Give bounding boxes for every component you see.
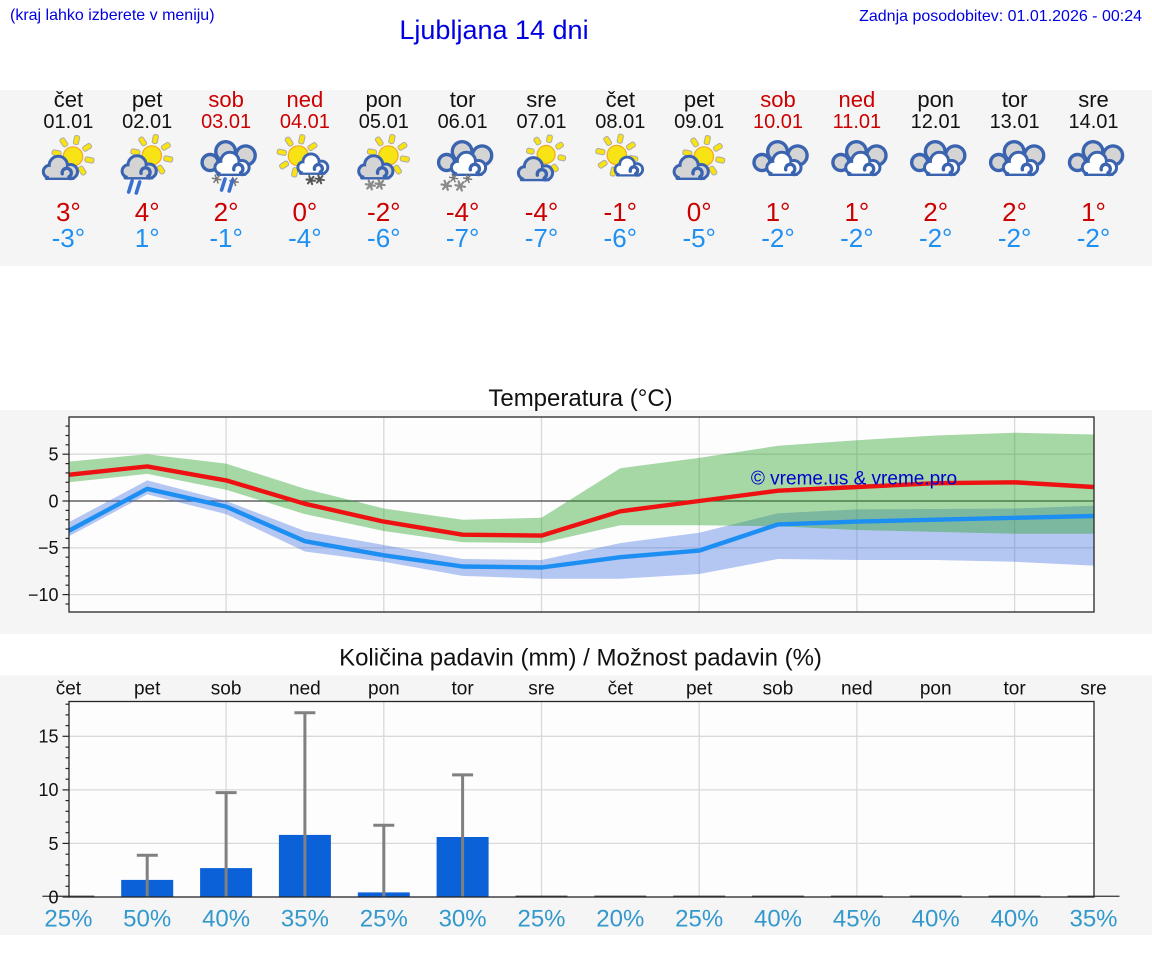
svg-text:pet: pet [134,679,161,700]
svg-text:25%: 25% [44,906,92,933]
svg-text:1°: 1° [844,197,869,227]
svg-text:40%: 40% [991,906,1039,933]
svg-text:pet: pet [684,87,715,112]
svg-text:-4°: -4° [288,223,322,253]
svg-text:15: 15 [38,727,58,747]
svg-text:1°: 1° [135,223,160,253]
svg-text:sob: sob [211,679,242,700]
svg-text:13.01: 13.01 [990,111,1040,133]
svg-text:0°: 0° [292,197,317,227]
svg-text:−5: −5 [38,538,59,558]
svg-text:-2°: -2° [919,223,953,253]
svg-text:© vreme.us & vreme.pro: © vreme.us & vreme.pro [751,469,957,490]
svg-text:40%: 40% [912,906,960,933]
svg-text:-2°: -2° [840,223,874,253]
svg-text:-2°: -2° [1077,223,1111,253]
svg-text:tor: tor [450,87,476,112]
svg-text:40%: 40% [754,906,802,933]
svg-text:ned: ned [287,87,324,112]
svg-text:40%: 40% [202,906,250,933]
svg-text:pon: pon [917,87,954,112]
svg-text:ned: ned [841,679,873,700]
svg-text:-7°: -7° [446,223,480,253]
svg-text:-6°: -6° [367,223,401,253]
svg-text:sre: sre [526,87,557,112]
svg-text:03.01: 03.01 [201,111,251,133]
svg-text:25%: 25% [517,906,565,933]
svg-text:08.01: 08.01 [595,111,645,133]
svg-text:45%: 45% [833,906,881,933]
svg-text:sob: sob [208,87,243,112]
svg-text:-2°: -2° [367,197,401,227]
svg-text:50%: 50% [123,906,171,933]
svg-text:-3°: -3° [52,223,86,253]
svg-text:Temperatura (°C): Temperatura (°C) [488,385,672,412]
svg-text:30%: 30% [439,906,487,933]
svg-text:5: 5 [48,445,58,465]
svg-text:2°: 2° [1002,197,1027,227]
svg-text:1°: 1° [766,197,791,227]
svg-text:ned: ned [839,87,876,112]
svg-text:5: 5 [48,834,58,854]
svg-text:-4°: -4° [446,197,480,227]
svg-text:-2°: -2° [998,223,1032,253]
svg-text:sre: sre [1080,679,1106,700]
svg-text:čet: čet [606,87,635,112]
svg-text:-7°: -7° [525,223,559,253]
svg-text:pon: pon [920,679,952,700]
svg-text:10.01: 10.01 [753,111,803,133]
svg-text:tor: tor [1002,87,1028,112]
svg-text:05.01: 05.01 [359,111,409,133]
svg-text:2°: 2° [214,197,239,227]
svg-text:pet: pet [686,679,713,700]
svg-text:35%: 35% [1069,906,1117,933]
svg-text:11.01: 11.01 [833,111,882,133]
svg-text:1°: 1° [1081,197,1106,227]
svg-text:4°: 4° [135,197,160,227]
svg-text:01.01: 01.01 [43,111,93,133]
svg-text:0: 0 [48,491,58,511]
svg-text:14.01: 14.01 [1068,111,1118,133]
svg-text:09.01: 09.01 [674,111,724,133]
svg-text:pet: pet [132,87,163,112]
svg-text:tor: tor [452,679,475,700]
svg-text:pon: pon [365,87,402,112]
svg-text:0: 0 [48,887,58,907]
svg-text:ned: ned [289,679,321,700]
svg-text:06.01: 06.01 [438,111,488,133]
svg-text:-1°: -1° [604,197,638,227]
svg-text:sob: sob [760,87,795,112]
svg-text:-6°: -6° [604,223,638,253]
svg-text:04.01: 04.01 [280,111,330,133]
svg-text:35%: 35% [281,906,329,933]
svg-text:-2°: -2° [761,223,795,253]
svg-text:sob: sob [763,679,794,700]
svg-text:čet: čet [608,679,634,700]
svg-text:pon: pon [368,679,400,700]
svg-text:10: 10 [38,780,58,800]
svg-text:−10: −10 [28,585,59,605]
svg-text:07.01: 07.01 [516,111,566,133]
svg-text:25%: 25% [675,906,723,933]
svg-text:0°: 0° [687,197,712,227]
svg-text:sre: sre [528,679,554,700]
svg-text:20%: 20% [596,906,644,933]
svg-text:čet: čet [56,679,82,700]
svg-text:-1°: -1° [209,223,243,253]
svg-text:25%: 25% [360,906,408,933]
svg-text:02.01: 02.01 [122,111,172,133]
svg-text:tor: tor [1004,679,1027,700]
svg-text:Količina padavin (mm) / Možnos: Količina padavin (mm) / Možnost padavin … [339,645,822,672]
svg-text:čet: čet [54,87,83,112]
svg-text:12.01: 12.01 [911,111,961,133]
svg-text:2°: 2° [923,197,948,227]
svg-text:-4°: -4° [525,197,559,227]
svg-text:3°: 3° [56,197,81,227]
svg-text:sre: sre [1078,87,1109,112]
svg-text:-5°: -5° [682,223,716,253]
